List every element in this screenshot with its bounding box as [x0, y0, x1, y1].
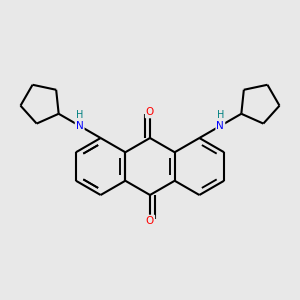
Text: O: O [146, 107, 154, 117]
Text: H: H [217, 110, 224, 120]
Text: H: H [76, 110, 83, 120]
Text: N: N [217, 121, 224, 131]
Text: N: N [76, 121, 83, 131]
Text: O: O [146, 216, 154, 226]
